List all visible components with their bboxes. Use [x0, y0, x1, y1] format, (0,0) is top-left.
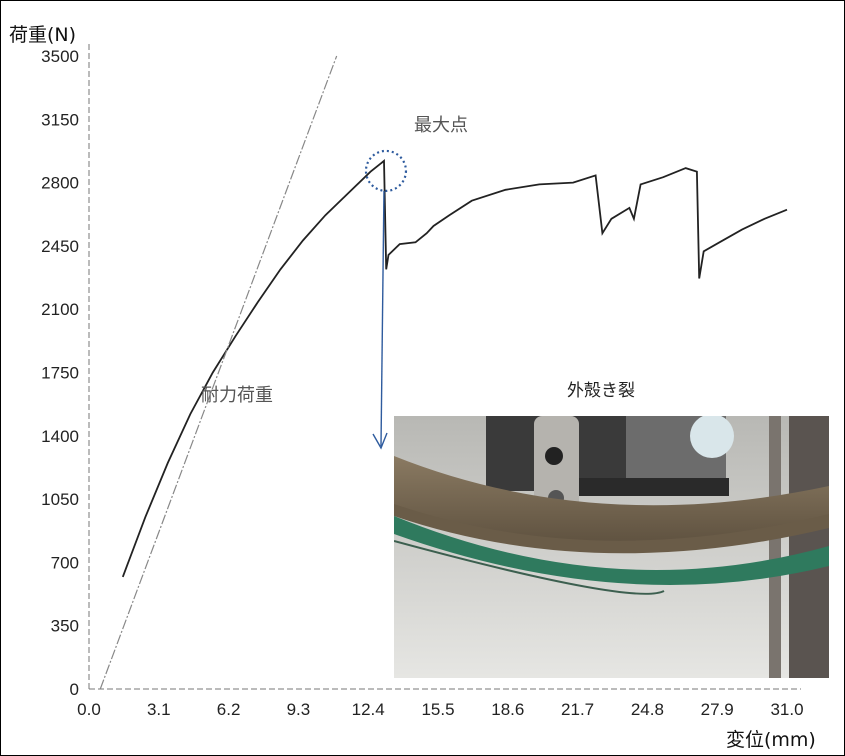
- y-tick-label: 1050: [41, 490, 79, 509]
- x-tick-label: 6.2: [217, 700, 241, 719]
- y-tick-label: 1400: [41, 427, 79, 446]
- max-point-marker: [364, 149, 408, 192]
- y-tick-label: 700: [51, 553, 79, 572]
- photo-caption: 外殻き裂: [567, 381, 635, 401]
- x-tick-label: 15.5: [421, 700, 454, 719]
- series-layer: [99, 55, 788, 690]
- x-tick-label: 12.4: [352, 700, 385, 719]
- y-tick-label: 0: [70, 680, 79, 699]
- load-curve-line: [121, 159, 788, 578]
- x-tick-label: 31.0: [770, 700, 803, 719]
- max-point-label: 最大点: [414, 115, 468, 136]
- x-axis-title: 変位(mm): [726, 729, 816, 751]
- x-tick-label: 9.3: [287, 700, 311, 719]
- y-tick-label: 350: [51, 617, 79, 636]
- x-tick-label: 0.0: [77, 700, 101, 719]
- proof-load-label: 耐力荷重: [201, 385, 273, 406]
- x-tick-label: 24.8: [631, 700, 664, 719]
- specimen-photo: [394, 416, 829, 678]
- y-tick-label: 1750: [41, 364, 79, 383]
- y-axis: 0 350 700 1050 1400 1750 2100 2450 2800 3150 3500: [41, 41, 90, 699]
- arrow-line: [380, 190, 385, 447]
- x-tick-label: 18.6: [491, 700, 524, 719]
- x-tick-label: 21.7: [561, 700, 594, 719]
- initial-slope-line: [99, 55, 338, 690]
- y-tick-label: 3500: [41, 47, 79, 66]
- y-tick-label: 2100: [41, 300, 79, 319]
- x-axis: 0.0 3.1 6.2 9.3 12.4 15.5 18.6 21.7 24.8 27.9 31.0: [77, 688, 804, 719]
- arrow-head: [372, 432, 388, 450]
- x-tick-label: 27.9: [701, 700, 734, 719]
- y-tick-label: 2800: [41, 174, 79, 193]
- y-tick-label: 3150: [41, 110, 79, 129]
- y-tick-label: 2450: [41, 237, 79, 256]
- x-tick-label: 3.1: [147, 700, 171, 719]
- y-axis-title: 荷重(N): [9, 24, 76, 46]
